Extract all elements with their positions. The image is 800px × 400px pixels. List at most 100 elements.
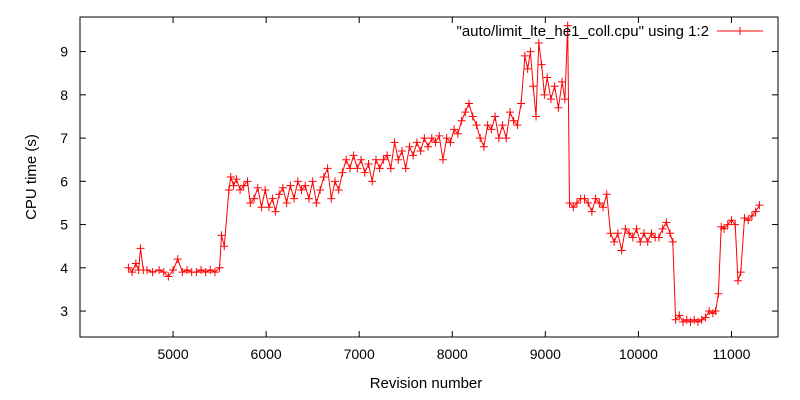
data-point-marker [558, 77, 567, 86]
data-point-marker [517, 99, 526, 108]
data-point-marker [215, 263, 224, 272]
data-point-marker [275, 190, 284, 199]
data-point-marker [606, 229, 615, 238]
y-tick-label: 3 [60, 303, 68, 319]
data-point-marker [196, 265, 205, 274]
data-point-marker [331, 177, 340, 186]
data-point-marker [323, 164, 332, 173]
data-point-marker [628, 233, 637, 242]
data-point-marker [563, 21, 572, 30]
data-point-marker [543, 73, 552, 82]
data-point-marker [666, 229, 675, 238]
data-point-marker [584, 198, 593, 207]
y-tick-label: 4 [60, 260, 68, 276]
data-point-marker [312, 198, 321, 207]
data-point-marker [301, 181, 310, 190]
data-point-marker [613, 229, 622, 238]
data-point-marker [569, 203, 578, 212]
y-tick-label: 6 [60, 173, 68, 189]
data-point-marker [220, 242, 229, 251]
data-point-marker [537, 60, 546, 69]
data-point-marker [383, 151, 392, 160]
data-point-marker [505, 108, 514, 117]
data-point-marker [461, 108, 470, 117]
data-point-marker [442, 134, 451, 143]
data-point-marker [290, 194, 299, 203]
data-point-marker [599, 203, 608, 212]
data-point-marker [636, 237, 645, 246]
data-point-marker [502, 134, 511, 143]
x-tick-label: 6000 [251, 346, 282, 362]
data-point-marker [316, 185, 325, 194]
data-point-marker [731, 220, 740, 229]
data-point-marker [610, 237, 619, 246]
data-point-marker [371, 155, 380, 164]
data-point-marker [565, 198, 574, 207]
data-point-marker [360, 168, 369, 177]
x-tick-label: 8000 [437, 346, 468, 362]
data-point-marker [690, 315, 699, 324]
data-point-marker [401, 164, 410, 173]
data-point-marker [264, 203, 273, 212]
data-point-marker [431, 138, 440, 147]
data-point-marker [364, 160, 373, 169]
data-point-marker [435, 131, 444, 140]
data-point-marker [736, 268, 745, 277]
data-point-marker [755, 201, 764, 210]
y-axis-ticks: 3 4 5 6 7 8 9 [60, 44, 778, 319]
data-point-marker [701, 313, 710, 322]
data-point-marker [487, 125, 496, 134]
data-point-marker [246, 198, 255, 207]
data-point-marker [353, 164, 362, 173]
data-point-marker [693, 317, 702, 326]
data-point-marker [679, 317, 688, 326]
data-point-marker [625, 229, 634, 238]
data-point-marker [540, 90, 549, 99]
data-point-marker [398, 147, 407, 156]
data-point-marker [308, 177, 317, 186]
data-point-marker [201, 268, 210, 277]
x-tick-label: 5000 [157, 346, 188, 362]
data-point-marker [319, 173, 328, 181]
data-point-marker [595, 198, 604, 207]
data-point-marker [334, 185, 343, 194]
data-point-marker [338, 168, 347, 177]
data-point-marker [243, 177, 252, 186]
data-point-marker [697, 315, 706, 324]
data-point-marker [468, 112, 477, 121]
data-point-marker [143, 265, 152, 274]
data-point-marker [217, 231, 226, 240]
data-point-marker [282, 198, 291, 207]
data-point-marker [621, 224, 630, 233]
data-point-marker [304, 194, 313, 203]
data-point-marker [483, 121, 492, 130]
data-point-marker [450, 125, 459, 134]
data-point-marker [550, 82, 559, 91]
data-point-marker [662, 218, 671, 227]
data-point-marker [210, 268, 219, 277]
data-point-marker [250, 194, 259, 203]
data-point-marker [192, 268, 201, 277]
legend: "auto/limit_lte_he1_coll.cpu" using 1:2 [457, 23, 763, 40]
data-point-marker [261, 185, 270, 194]
data-point-marker [136, 244, 145, 253]
x-tick-label: 11000 [713, 346, 751, 362]
data-point-marker [342, 155, 351, 164]
data-point-marker [465, 99, 474, 108]
data-point-marker [386, 164, 395, 173]
data-point-marker [498, 121, 507, 130]
data-point-marker [206, 265, 215, 274]
data-point-marker [268, 194, 277, 203]
plot-frame [79, 16, 779, 338]
data-point-marker [438, 155, 447, 164]
data-point-marker [733, 276, 742, 285]
data-point-marker [526, 47, 535, 56]
data-point-marker [159, 268, 168, 277]
data-point-marker [658, 224, 667, 233]
data-point-marker [124, 263, 133, 272]
data-point-marker [632, 224, 641, 233]
data-point-marker [643, 237, 652, 246]
data-point-marker [236, 185, 245, 194]
data-point-marker [148, 268, 157, 277]
